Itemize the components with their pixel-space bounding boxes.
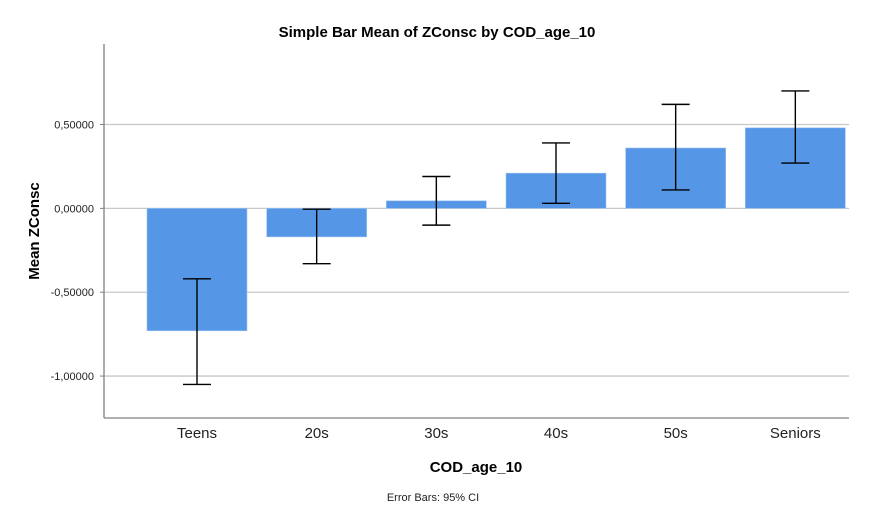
y-tick-label: 0,00000 [54,203,94,215]
x-tick-label: Seniors [770,425,821,442]
chart-title: Simple Bar Mean of ZConsc by COD_age_10 [279,24,596,41]
x-tick-label: 40s [544,425,568,442]
error-bars-note: Error Bars: 95% CI [387,492,479,504]
axes [100,44,849,419]
x-tick-label: 30s [424,425,448,442]
x-tick-labels: Teens 20s 30s 40s 50s Seniors [177,425,821,442]
bars [146,127,846,332]
y-axis-title: Mean ZConsc [26,182,43,280]
x-tick-label: 20s [305,425,329,442]
x-tick-label: 50s [664,425,688,442]
x-axis-title: COD_age_10 [430,459,523,476]
y-tick-labels: 0,50000 0,00000 -0,50000 -1,00000 [51,120,94,384]
x-tick-label: Teens [177,425,217,442]
y-tick-label: -1,00000 [51,371,94,383]
error-bars [183,90,810,386]
y-tick-label: 0,50000 [54,120,94,132]
y-tick-label: -0,50000 [51,287,94,299]
